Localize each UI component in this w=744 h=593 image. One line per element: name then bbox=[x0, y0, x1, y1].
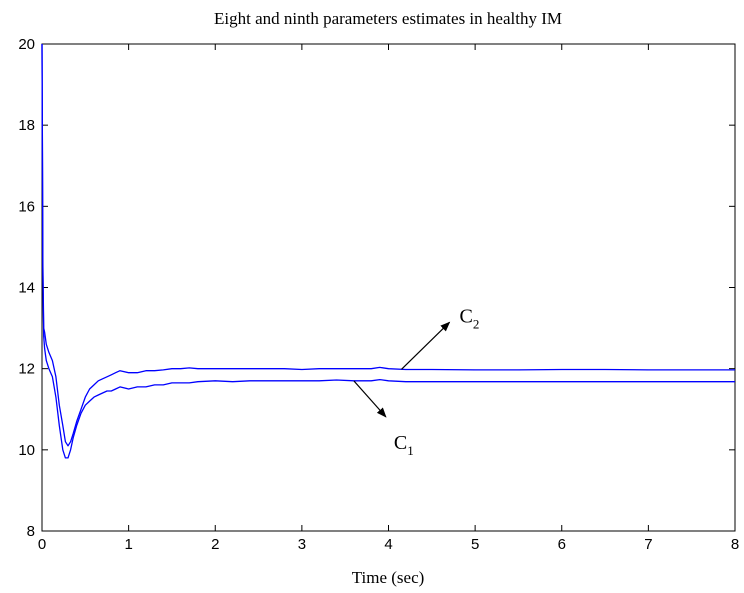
annotation-label-c2: C2 bbox=[459, 305, 479, 331]
annotation-subscript: 2 bbox=[473, 316, 480, 331]
chart-title: Eight and ninth parameters estimates in … bbox=[214, 9, 562, 28]
y-tick-label: 18 bbox=[18, 117, 35, 134]
annotation-label-c1: C1 bbox=[394, 432, 414, 458]
y-tick-label: 8 bbox=[27, 523, 35, 540]
series-line-c2 bbox=[41, 43, 735, 447]
x-tick-label: 5 bbox=[471, 536, 479, 553]
annotation-arrow-c1 bbox=[353, 380, 387, 418]
annotation-arrow-c2 bbox=[401, 321, 451, 370]
annotation-letter: C bbox=[394, 432, 407, 454]
y-tick-label: 16 bbox=[18, 198, 35, 215]
y-tick-label: 20 bbox=[18, 36, 35, 53]
annotation-subscript: 1 bbox=[407, 443, 414, 458]
x-axis-label: Time (sec) bbox=[352, 568, 425, 587]
x-tick-label: 2 bbox=[211, 536, 219, 553]
x-tick-label: 0 bbox=[38, 536, 46, 553]
x-tick-label: 4 bbox=[384, 536, 392, 553]
series-line-c1 bbox=[41, 43, 735, 459]
y-tick-label: 12 bbox=[18, 361, 35, 378]
x-tick-label: 1 bbox=[124, 536, 132, 553]
y-tick-label: 10 bbox=[18, 442, 35, 459]
series-layer bbox=[41, 43, 735, 459]
x-tick-label: 6 bbox=[558, 536, 566, 553]
y-tick-label: 14 bbox=[18, 280, 35, 297]
x-tick-label: 8 bbox=[731, 536, 739, 553]
x-tick-label: 3 bbox=[298, 536, 306, 553]
plot-area bbox=[41, 43, 736, 532]
annotation-letter: C bbox=[459, 305, 472, 327]
x-tick-label: 7 bbox=[644, 536, 652, 553]
